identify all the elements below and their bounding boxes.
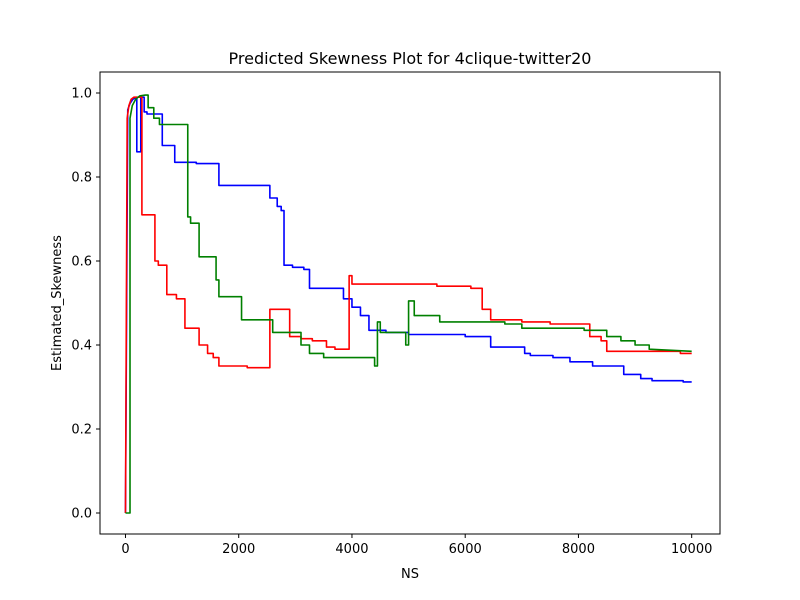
x-tick-label: 6000 xyxy=(449,542,482,557)
y-axis-label: Estimated_Skewness xyxy=(50,235,65,371)
y-tick-label: 1.0 xyxy=(71,87,92,102)
series-line-1 xyxy=(124,96,692,514)
plot-frame xyxy=(99,71,721,535)
y-tick-label: 0.8 xyxy=(71,171,92,186)
x-tick-label: 10000 xyxy=(671,542,712,557)
x-tick-label: 2000 xyxy=(222,542,255,557)
x-tick-label: 4000 xyxy=(335,542,368,557)
y-tick-label: 0.4 xyxy=(71,339,92,354)
x-axis-label: NS xyxy=(401,567,419,582)
y-tick-label: 0.0 xyxy=(71,507,92,522)
series-layer xyxy=(124,94,692,514)
y-tick-label: 0.2 xyxy=(71,423,92,438)
chart-title: Predicted Skewness Plot for 4clique-twit… xyxy=(229,49,592,68)
x-tick-label: 8000 xyxy=(562,542,595,557)
y-axis: 0.0 0.2 0.4 0.6 0.8 1.0 xyxy=(71,87,100,522)
x-axis: 0 2000 4000 6000 8000 10000 xyxy=(121,534,712,557)
y-tick-label: 0.6 xyxy=(71,255,92,270)
x-tick-label: 0 xyxy=(121,542,129,557)
series-line-3 xyxy=(125,94,692,514)
